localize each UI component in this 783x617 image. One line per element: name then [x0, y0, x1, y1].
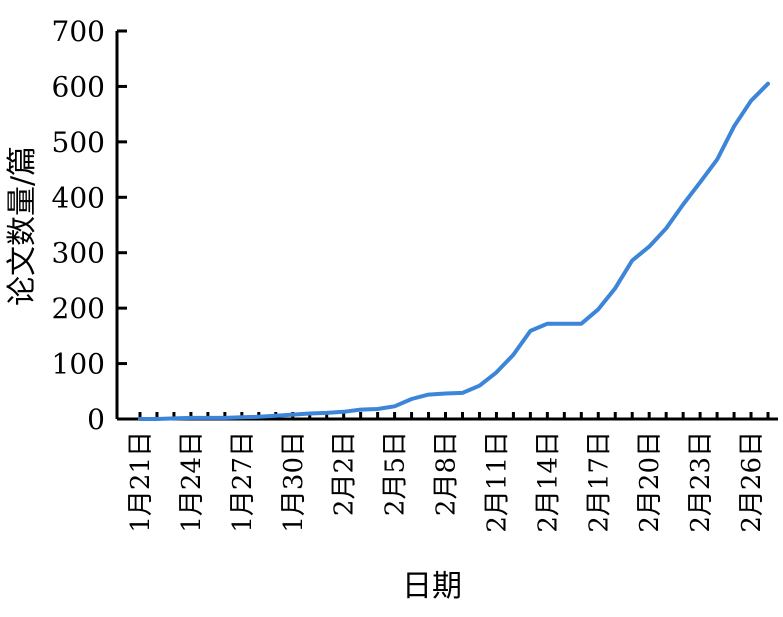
y-axis: 0 100 200 300 400 500 600 700	[52, 15, 127, 436]
y-tick-label: 600	[52, 70, 105, 103]
y-tick-label: 400	[52, 181, 105, 214]
y-axis-title: 论文数量/篇	[5, 146, 40, 306]
y-tick-label: 100	[52, 348, 105, 381]
series-line	[138, 81, 770, 421]
x-tick-label: 2月5日	[381, 431, 411, 516]
x-tick-label: 2月2日	[330, 431, 360, 516]
x-tick-label: 2月11日	[482, 431, 512, 533]
x-axis: 1月21日 1月24日 1月27日 1月30日 2月2日 2月5日 2月8日 2月11日 2月1…	[117, 412, 778, 533]
y-tick-label: 200	[52, 292, 105, 325]
x-axis-title: 日期	[402, 569, 462, 604]
series-layer	[138, 81, 770, 421]
x-tick-label: 2月8日	[432, 431, 462, 516]
x-tick-label: 2月17日	[584, 431, 614, 533]
x-tick-label: 2月14日	[533, 431, 563, 533]
x-tick-label: 2月20日	[635, 431, 665, 533]
x-tick-label: 2月23日	[686, 431, 716, 533]
x-tick-label: 1月24日	[177, 431, 207, 533]
x-tick-label: 1月21日	[126, 431, 156, 533]
y-tick-label: 300	[52, 237, 105, 270]
x-tick-label: 2月26日	[737, 431, 767, 533]
x-tick-label: 1月30日	[279, 431, 309, 533]
x-tick-label: 1月27日	[228, 431, 258, 533]
y-tick-label: 700	[52, 15, 105, 48]
y-tick-label: 0	[87, 403, 105, 436]
y-tick-label: 500	[52, 126, 105, 159]
